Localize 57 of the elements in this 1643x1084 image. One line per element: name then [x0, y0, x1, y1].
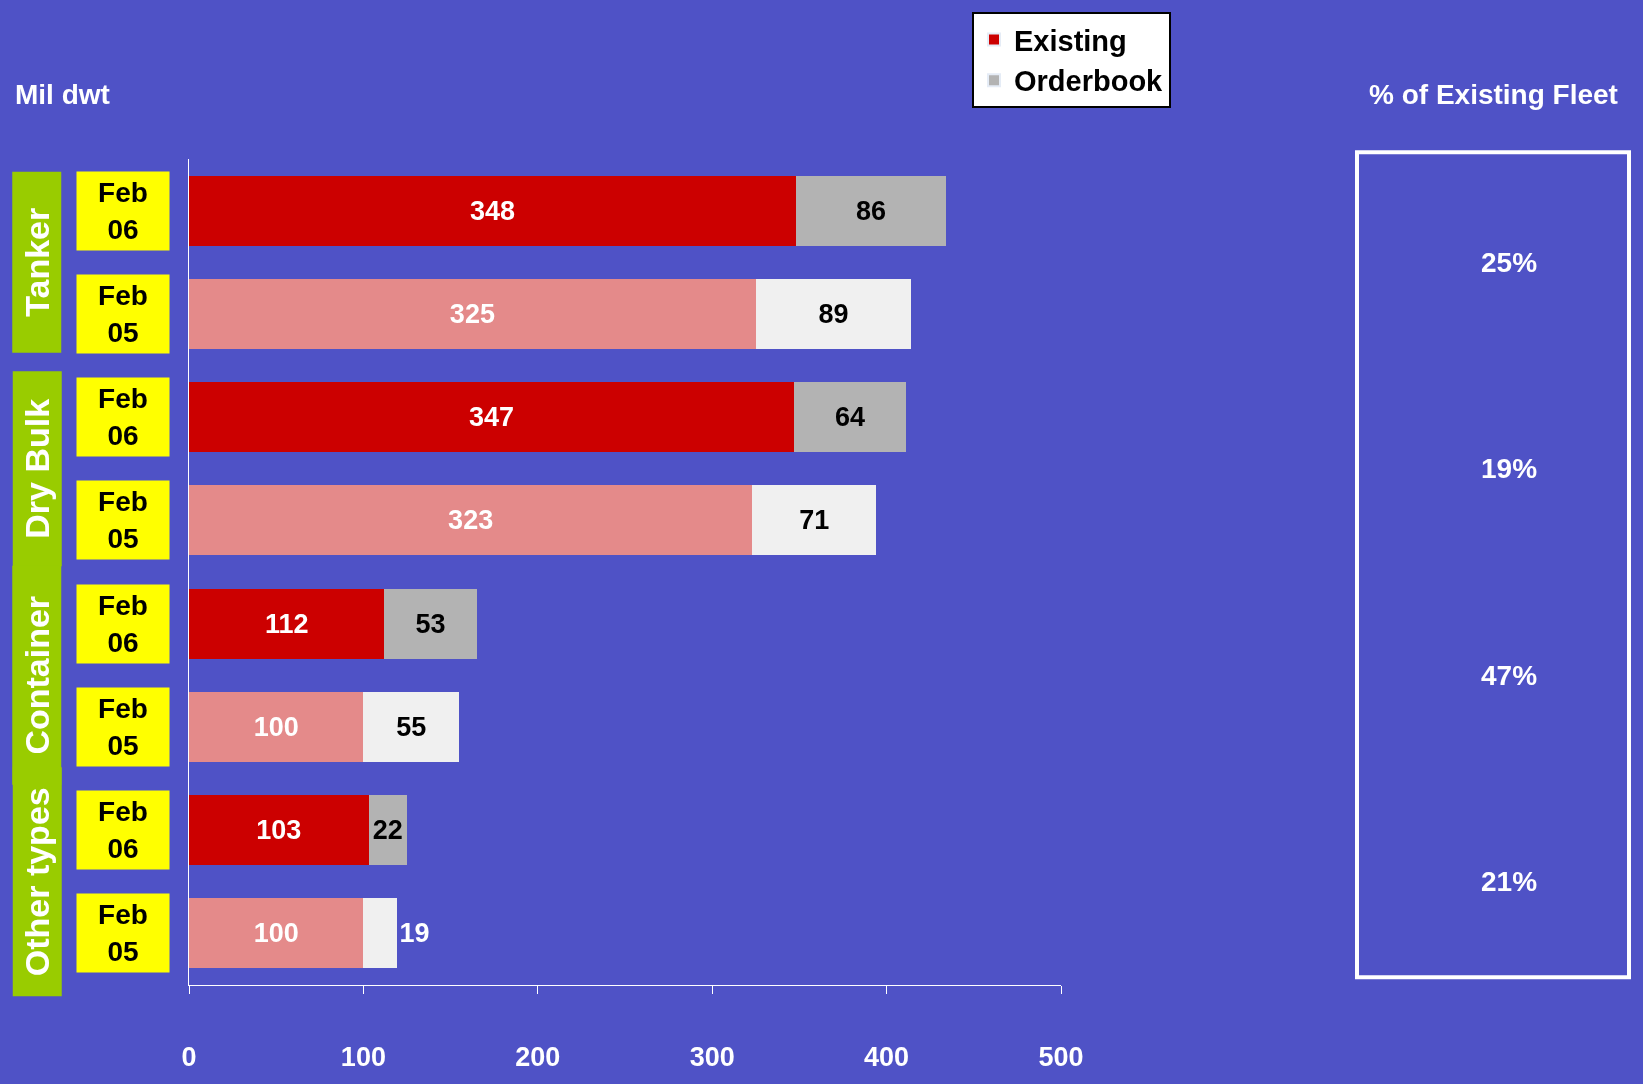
text: 47% [1481, 660, 1538, 691]
data-label: 112 [264, 608, 309, 639]
bar [794, 382, 906, 453]
y-tick-label: Feb 05 [98, 693, 148, 761]
data-label: 89 [818, 298, 849, 329]
text: 21% [1481, 866, 1538, 897]
legend-label: Orderbook [1014, 65, 1164, 98]
y-tick-label: Feb 06 [98, 590, 148, 658]
bar [189, 795, 369, 866]
data-label: 53 [415, 608, 446, 639]
bar [795, 175, 946, 246]
text: Other types [18, 787, 57, 977]
bar [189, 898, 364, 969]
bar [384, 588, 477, 659]
data-label: 347 [469, 402, 515, 433]
x-tick-label: 500 [1038, 1042, 1084, 1073]
bar [189, 691, 364, 762]
y-tick-label: Feb 05 [98, 280, 148, 348]
x-tick-label: 100 [340, 1042, 386, 1073]
bar [189, 175, 796, 246]
y-tick-label: Feb 05 [98, 486, 148, 554]
data-label: 64 [834, 402, 865, 433]
bar [363, 898, 397, 969]
text: % of Existing Fleet [1369, 79, 1618, 110]
data-label: 71 [799, 505, 830, 536]
bar [189, 485, 753, 556]
bar [363, 691, 460, 762]
bar [752, 485, 877, 556]
y-tick-label: Feb 06 [98, 383, 148, 451]
data-label: 325 [449, 298, 495, 329]
data-label: 86 [855, 195, 886, 226]
text: Mil dwt [15, 79, 110, 110]
data-label: 100 [253, 711, 299, 742]
bar [189, 278, 756, 349]
data-label: 100 [253, 918, 299, 949]
y-tick-label: Feb 06 [98, 796, 148, 864]
x-tick-label: 400 [864, 1042, 910, 1073]
x-tick-label: 0 [181, 1042, 197, 1073]
legend-label: Existing [1014, 24, 1127, 57]
text: 25% [1481, 247, 1538, 278]
data-label: 22 [372, 815, 403, 846]
y-tick-label: Feb 06 [98, 177, 148, 245]
data-label: 323 [448, 505, 494, 536]
text: Dry Bulk [18, 398, 57, 539]
data-label: 348 [469, 195, 515, 226]
text: Tanker [17, 207, 56, 317]
data-label: 55 [396, 711, 427, 742]
y-tick-label: Feb 05 [98, 899, 148, 967]
x-tick-label: 200 [515, 1042, 561, 1073]
bar [755, 278, 912, 349]
x-tick-label: 300 [689, 1042, 735, 1073]
data-label: 19 [399, 918, 430, 949]
bar [189, 588, 385, 659]
data-label: 103 [256, 815, 302, 846]
bar [189, 382, 795, 453]
text: Container [17, 595, 56, 755]
text: 19% [1481, 453, 1538, 484]
